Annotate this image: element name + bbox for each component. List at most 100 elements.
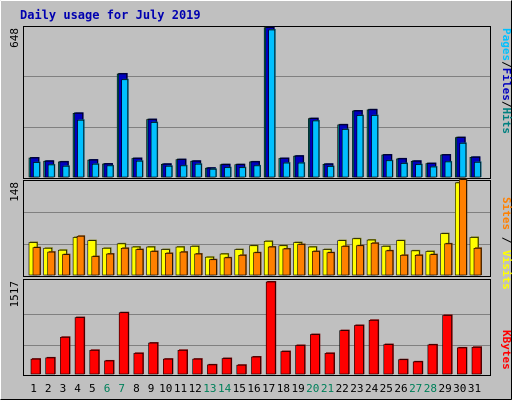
bar-sites-day-15-fill [238, 255, 247, 276]
x-tick-label: 15 [233, 382, 246, 395]
legend-visits: Visits [500, 250, 512, 290]
bar-kbytes-day-1-fill [30, 358, 41, 375]
bar-kbytes-day-23-fill [354, 325, 364, 375]
bar-sites-day-22-fill [341, 246, 350, 276]
bar-kbytes-day-14-fill [221, 358, 232, 375]
bar-pages-day-29 [444, 160, 453, 178]
bar-kbytes-day-23 [354, 324, 365, 375]
x-tick-label: 7 [118, 382, 125, 395]
bar-sites-day-28-fill [429, 254, 438, 276]
bar-pages-day-31-fill [474, 162, 481, 178]
bar-sites-day-31 [473, 247, 482, 276]
x-axis-ticks: 1 2 3 4 5 6 7 8 9 10 11 12 13 14 15 16 17 18 19 20 21 22 23 24 2… [30, 382, 481, 395]
bar-sites-day-30 [458, 178, 468, 276]
bar-sites-day-14-fill [223, 257, 232, 276]
bar-kbytes-day-9 [148, 342, 159, 375]
bar-sites-day-21 [326, 251, 335, 276]
bar-pages-day-27-fill [415, 164, 423, 178]
bar-sites-day-20 [311, 250, 321, 276]
x-tick-label: 3 [60, 382, 67, 395]
bar-kbytes-day-8 [133, 352, 144, 375]
bar-sites-day-10-fill [165, 253, 173, 276]
panel-top-ymax: 648 [8, 28, 21, 48]
bar-pages-day-20 [312, 119, 320, 178]
bar-sites-day-18-fill [282, 248, 291, 276]
x-tick-label: 4 [74, 382, 81, 395]
bar-pages-day-31 [474, 161, 482, 178]
bar-pages-day-17-fill [268, 29, 276, 178]
bar-pages-day-12 [194, 163, 203, 178]
bar-sites-day-22 [341, 245, 350, 276]
bar-kbytes-day-16 [251, 356, 262, 375]
bar-sites-day-9-fill [150, 251, 158, 276]
bar-sites-day-8-fill [135, 249, 144, 276]
bar-kbytes-day-7-fill [118, 312, 129, 375]
bar-pages-day-13 [209, 168, 217, 178]
bar-pages-day-29-fill [444, 161, 452, 178]
x-tick-label: 13 [203, 382, 216, 395]
legend-files: Files [500, 68, 512, 101]
x-tick-label: 22 [336, 382, 349, 395]
bar-kbytes-day-1 [30, 358, 41, 375]
panel-top-legend: Pages/Files/Hits [500, 28, 512, 134]
bar-pages-day-18 [283, 162, 291, 178]
bar-sites-day-7-fill [120, 248, 129, 276]
bar-pages-day-8-fill [136, 160, 143, 178]
bar-pages-day-22-fill [341, 129, 349, 178]
svg-text:KBytes: KBytes [500, 330, 512, 370]
bar-sites-day-6-fill [106, 253, 114, 276]
bar-sites-day-29-fill [444, 243, 452, 276]
bar-sites-day-26-fill [400, 255, 408, 276]
bar-sites-day-6 [106, 253, 115, 276]
bar-pages-day-15 [239, 166, 247, 178]
bar-pages-day-6 [106, 164, 114, 178]
bar-pages-day-16 [253, 164, 261, 178]
bar-kbytes-day-31 [471, 346, 482, 375]
bar-pages-day-19 [297, 162, 306, 178]
legend-hits: Hits [500, 108, 512, 135]
bar-sites-day-5 [91, 255, 100, 276]
panel-top-frame [23, 26, 491, 179]
bar-kbytes-day-21-fill [324, 353, 335, 375]
bar-pages-day-28-fill [430, 166, 437, 178]
bar-pages-day-21 [327, 165, 335, 178]
bar-pages-day-5-fill [92, 163, 99, 178]
bar-sites-day-19-fill [297, 244, 305, 276]
bar-kbytes-day-8-fill [133, 353, 144, 375]
bar-sites-day-27 [414, 254, 424, 276]
x-tick-label: 25 [380, 382, 393, 395]
bar-sites-day-4-fill [76, 235, 85, 276]
bar-pages-day-17 [268, 29, 276, 178]
x-tick-label: 9 [148, 382, 155, 395]
bar-sites-day-13-fill [209, 259, 217, 276]
svg-text:Sites / Visits: Sites / Visits [500, 197, 512, 290]
bar-kbytes-day-10-fill [163, 358, 173, 375]
bar-pages-day-28 [430, 166, 438, 178]
bar-kbytes-day-20-fill [309, 334, 320, 375]
bar-pages-day-13-fill [209, 169, 217, 178]
panel-middle-legend: Sites / Visits [500, 197, 512, 290]
bar-kbytes-day-15-fill [236, 364, 247, 375]
bar-kbytes-day-6-fill [104, 360, 114, 375]
bar-kbytes-day-5-fill [89, 350, 100, 375]
bar-sites-day-25 [385, 249, 394, 276]
bar-pages-day-12-fill [194, 163, 202, 178]
x-tick-label: 12 [189, 382, 202, 395]
bar-kbytes-day-27 [412, 360, 424, 375]
bar-kbytes-day-29 [442, 314, 453, 375]
x-tick-label: 18 [277, 382, 290, 395]
bar-kbytes-day-17 [265, 281, 277, 375]
bar-kbytes-day-19 [295, 344, 306, 375]
bar-kbytes-day-28-fill [427, 344, 438, 375]
panel-bottom-ymax: 1517 [8, 281, 21, 308]
bar-pages-day-10 [165, 165, 173, 178]
x-tick-label: 14 [218, 382, 232, 395]
x-tick-label: 8 [133, 382, 140, 395]
bar-sites-day-10 [165, 252, 174, 276]
bar-sites-day-4 [76, 235, 86, 276]
legend-pages: Pages [500, 28, 512, 61]
bar-kbytes-day-4 [74, 316, 86, 375]
x-tick-label: 19 [291, 382, 304, 395]
bar-sites-day-5-fill [91, 256, 100, 276]
bar-sites-day-23 [356, 244, 365, 276]
